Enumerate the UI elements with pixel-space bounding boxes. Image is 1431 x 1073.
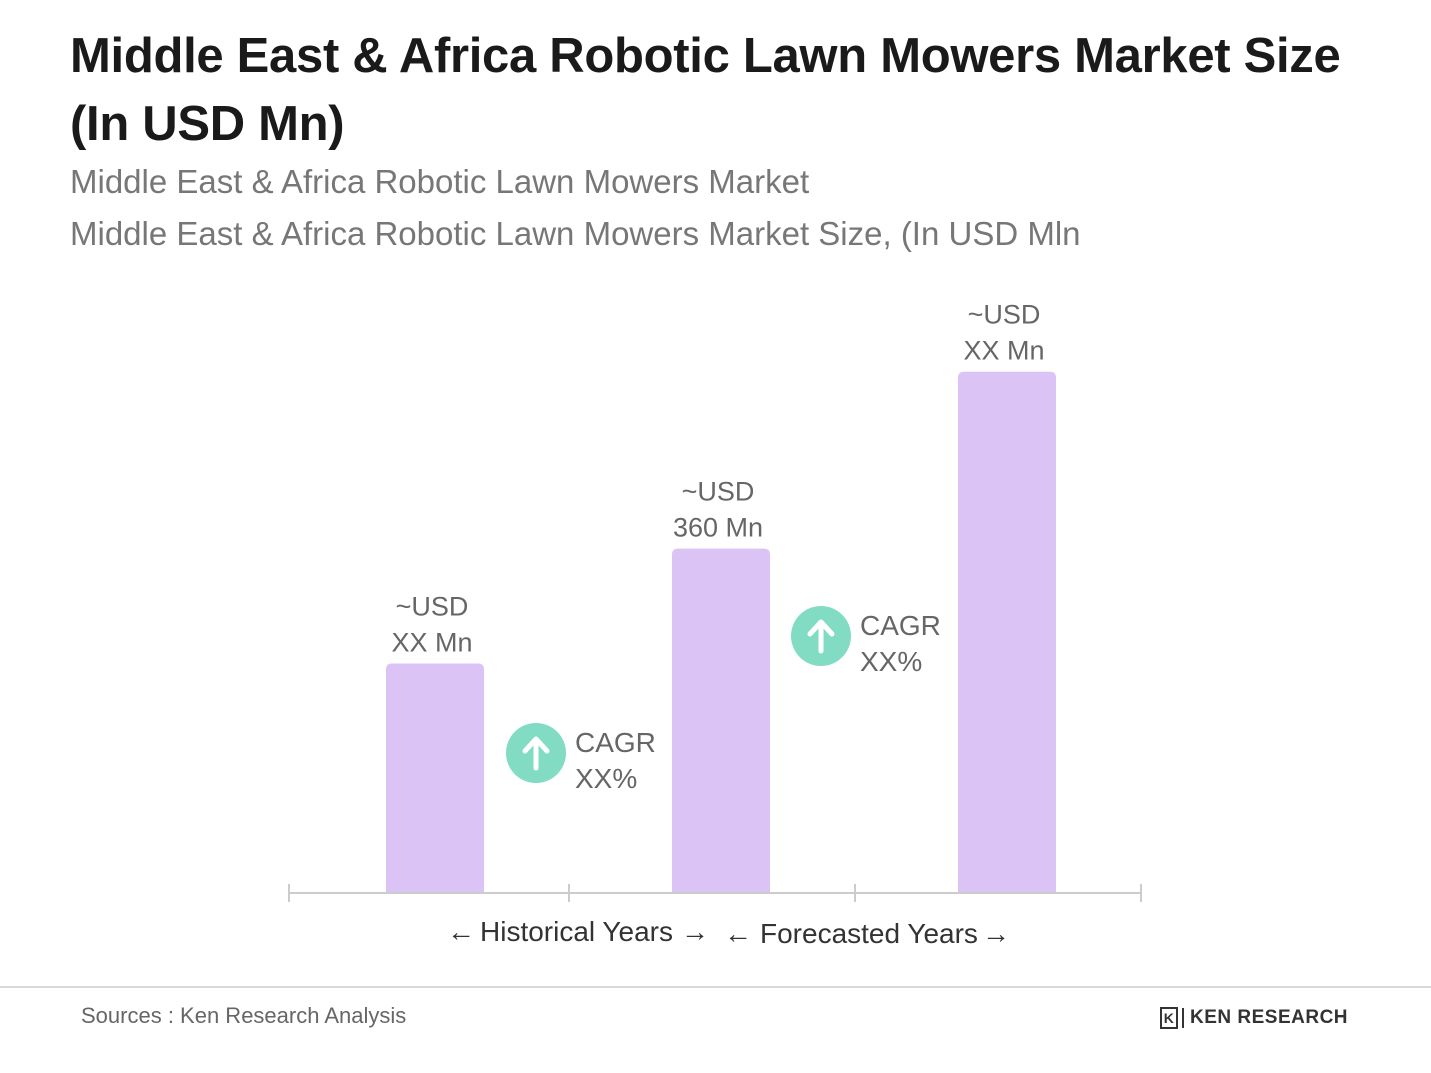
footer-divider — [0, 986, 1431, 988]
arrow-up-icon — [791, 606, 851, 666]
bars-layer — [386, 371, 1056, 893]
chart-subtitle: Middle East & Africa Robotic Lawn Mowers… — [70, 163, 810, 200]
bar-3-label-prefix: ~USD — [968, 300, 1041, 330]
bar-2 — [672, 548, 770, 893]
arrow-left-icon: ← — [724, 918, 752, 949]
bar-2-label-value: 360 Mn — [673, 513, 763, 543]
ken-research-logo: K KEN RESEARCH — [1160, 1004, 1348, 1032]
legend-forecasted-label: Forecasted Years — [760, 918, 978, 949]
arrow-right-icon: → — [681, 916, 709, 947]
legend-historical: ← Historical Years → — [447, 916, 709, 947]
bar-2-label-prefix: ~USD — [682, 477, 755, 507]
legend: ← Historical Years → ← Forecasted Years → — [447, 916, 1010, 949]
bar-3 — [958, 371, 1056, 893]
chart-title: Middle East & Africa Robotic Lawn Mowers… — [70, 29, 1341, 151]
source-note: Sources : Ken Research Analysis — [81, 1003, 407, 1028]
bar-3-label-value: XX Mn — [963, 336, 1044, 366]
arrow-up-icon — [506, 723, 566, 783]
logo-mark-icon: K — [1160, 1007, 1178, 1029]
cagr-indicators: CAGR XX% CAGR XX% — [506, 606, 941, 794]
bar-1-label-value: XX Mn — [391, 627, 472, 657]
cagr-value: XX% — [575, 763, 637, 794]
logo-separator — [1182, 1008, 1184, 1028]
legend-forecasted: ← Forecasted Years → — [724, 918, 1010, 949]
bar-1 — [386, 663, 484, 893]
cagr-label: CAGR — [860, 610, 941, 641]
cagr-badge-2: CAGR XX% — [791, 606, 941, 677]
legend-historical-label: Historical Years — [480, 916, 673, 947]
x-axis — [288, 884, 1142, 902]
cagr-label: CAGR — [575, 727, 656, 758]
arrow-left-icon: ← — [447, 916, 475, 947]
bar-1-label-prefix: ~USD — [396, 591, 469, 621]
arrow-right-icon: → — [982, 918, 1010, 949]
cagr-badge-1: CAGR XX% — [506, 723, 656, 794]
data-labels: ~USD XX Mn ~USD 360 Mn ~USD XX Mn — [391, 300, 1044, 658]
logo-text: KEN RESEARCH — [1190, 1007, 1349, 1028]
chart-subtitle-secondary: Middle East & Africa Robotic Lawn Mowers… — [70, 215, 1081, 252]
cagr-value: XX% — [860, 646, 922, 677]
